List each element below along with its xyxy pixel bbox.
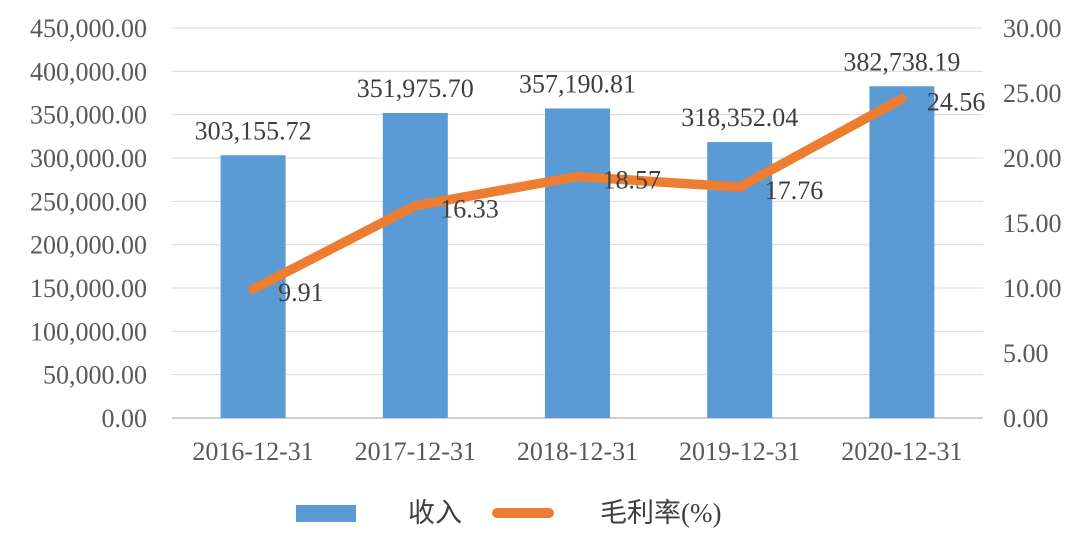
legend-revenue-bar-swatch xyxy=(296,504,356,522)
left-axis-tick-label: 450,000.00 xyxy=(30,14,147,43)
x-axis-category-label: 2018-12-31 xyxy=(517,437,638,466)
x-axis-category-label: 2017-12-31 xyxy=(355,437,476,466)
right-axis-tick-label: 25.00 xyxy=(1003,79,1062,108)
left-axis-tick-label: 200,000.00 xyxy=(30,231,147,260)
gross-margin-point-label: 9.91 xyxy=(278,278,324,307)
revenue-bar-label: 351,975.70 xyxy=(357,74,474,103)
x-axis-category-label: 2020-12-31 xyxy=(841,437,962,466)
left-axis-tick-label: 250,000.00 xyxy=(30,187,147,216)
right-axis-tick-label: 5.00 xyxy=(1003,339,1049,368)
left-axis-tick-label: 400,000.00 xyxy=(30,57,147,86)
legend-revenue-label: 收入 xyxy=(408,498,462,528)
left-axis-tick-label: 150,000.00 xyxy=(30,274,147,303)
x-axis-category-label: 2019-12-31 xyxy=(679,437,800,466)
chart-legend: 收入 毛利率(%) xyxy=(296,496,721,530)
gross-margin-point-label: 16.33 xyxy=(440,195,499,224)
revenue-bar xyxy=(545,108,610,418)
revenue-bar-label: 357,190.81 xyxy=(519,69,636,98)
left-axis-tick-label: 300,000.00 xyxy=(30,144,147,173)
gross-margin-point-label: 24.56 xyxy=(927,88,986,117)
revenue-bar xyxy=(382,112,448,418)
right-axis-tick-label: 15.00 xyxy=(1003,209,1062,238)
legend-margin-line-swatch xyxy=(492,508,554,518)
left-axis-tick-label: 100,000.00 xyxy=(30,317,147,346)
revenue-bar xyxy=(869,86,935,418)
revenue-bar-label: 382,738.19 xyxy=(843,47,960,76)
right-axis-tick-label: 10.00 xyxy=(1003,274,1062,303)
revenue-bar-label: 303,155.72 xyxy=(195,116,312,145)
left-axis-tick-label: 50,000.00 xyxy=(43,361,147,390)
legend-margin-label: 毛利率(%) xyxy=(600,498,722,528)
gross-margin-line xyxy=(248,93,907,294)
right-axis-tick-label: 30.00 xyxy=(1003,14,1062,43)
right-axis-tick-label: 20.00 xyxy=(1003,144,1062,173)
x-axis-category-label: 2016-12-31 xyxy=(192,437,313,466)
left-axis-tick-label: 350,000.00 xyxy=(30,101,147,130)
gross-margin-point-label: 18.57 xyxy=(603,166,662,195)
revenue-bar-label: 318,352.04 xyxy=(681,103,798,132)
right-axis-tick-label: 0.00 xyxy=(1003,404,1049,433)
left-axis-tick-label: 0.00 xyxy=(102,404,148,433)
gross-margin-point-label: 17.76 xyxy=(765,176,824,205)
